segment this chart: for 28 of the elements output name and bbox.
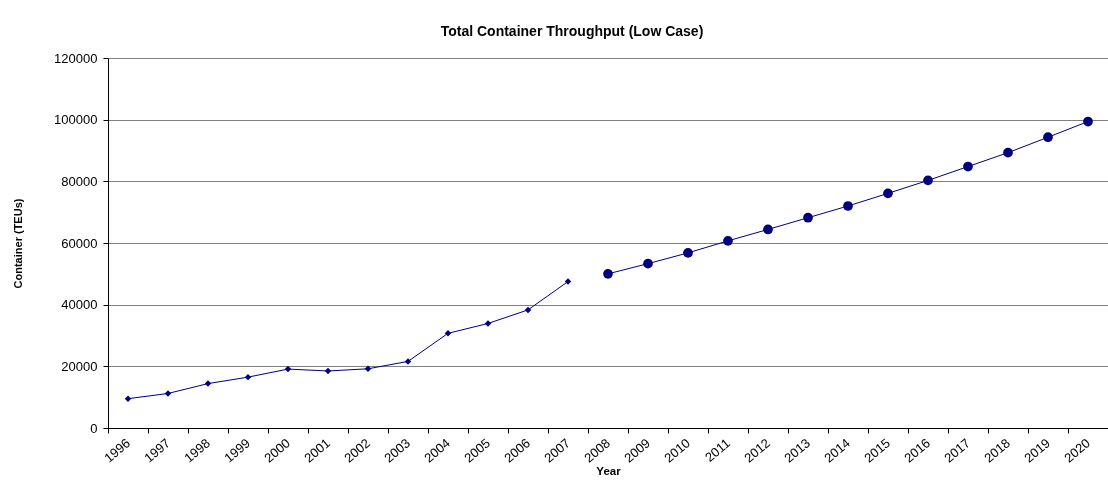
y-tick-label: 40000	[61, 297, 98, 313]
point	[843, 201, 853, 211]
point	[284, 365, 292, 373]
point	[683, 248, 693, 258]
point	[324, 367, 332, 375]
point	[723, 235, 733, 246]
point	[524, 306, 532, 314]
point	[1083, 116, 1093, 127]
y-tick-label: 0	[90, 420, 98, 436]
point	[763, 224, 773, 235]
chart-title: Total Container Throughput (Low Case)	[440, 23, 704, 39]
y-tick-label: 100000	[54, 112, 98, 128]
x-axis-title: Year	[596, 465, 622, 478]
point	[244, 373, 252, 381]
point	[963, 161, 973, 172]
point	[803, 212, 813, 223]
y-tick-label: 20000	[61, 358, 98, 374]
point	[883, 188, 893, 199]
y-tick-label: 60000	[61, 235, 98, 251]
point	[1003, 147, 1013, 158]
point	[364, 365, 372, 373]
point	[1043, 132, 1053, 143]
y-tick-label: 120000	[54, 50, 98, 66]
point	[643, 258, 653, 269]
y-axis-title: Container (TEUs)	[12, 198, 25, 289]
y-tick-label: 80000	[61, 173, 98, 189]
point	[603, 268, 613, 279]
point	[923, 175, 933, 186]
